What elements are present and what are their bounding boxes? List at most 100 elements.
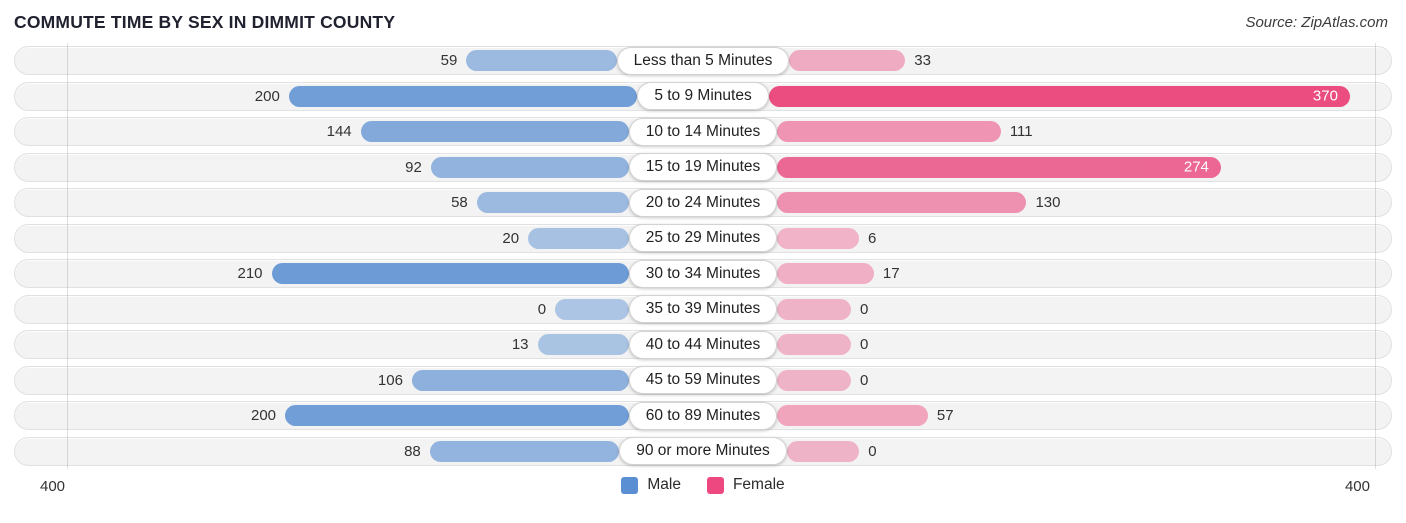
male-half: 210	[15, 263, 629, 284]
male-bar	[476, 192, 629, 213]
male-half: 13	[15, 334, 629, 355]
female-value-label: 0	[859, 336, 869, 353]
female-value-label: 57	[936, 407, 954, 424]
category-row: 210 30 to 34 Minutes 17	[14, 259, 1392, 288]
category-label: 5 to 9 Minutes	[637, 82, 769, 110]
male-value-label: 13	[511, 336, 529, 353]
female-value-label: 0	[859, 371, 869, 389]
female-bar	[789, 50, 906, 71]
male-value-label: 88	[404, 442, 421, 460]
chart-footer: 400 Male Female 400	[14, 472, 1392, 504]
female-half: 111	[777, 121, 1391, 142]
axis-label-right: 400	[1344, 478, 1370, 495]
male-half: 200	[15, 85, 638, 107]
female-bar: 370	[768, 85, 1350, 107]
male-value-label: 59	[440, 52, 458, 69]
female-value-label: 0	[868, 442, 877, 460]
category-label: 15 to 19 Minutes	[628, 153, 778, 181]
male-half: 88	[15, 440, 620, 462]
male-half: 58	[15, 192, 629, 213]
chart-title: COMMUTE TIME BY SEX IN DIMMIT COUNTY	[14, 12, 396, 32]
female-bar	[777, 121, 1001, 142]
female-legend-label: Female	[732, 476, 785, 493]
male-value-label: 0	[537, 300, 547, 318]
female-half: 57	[777, 405, 1391, 426]
axis-line-left	[67, 43, 68, 469]
source-attribution: Source: ZipAtlas.com	[1245, 14, 1388, 31]
female-half: 17	[777, 263, 1391, 284]
male-value-label: 20	[502, 229, 520, 247]
female-half: 0	[777, 334, 1391, 355]
male-bar	[528, 227, 629, 249]
male-value-label: 200	[254, 87, 280, 105]
legend-item-male: Male	[621, 476, 681, 494]
category-row: 13 40 to 44 Minutes 0	[14, 330, 1392, 359]
category-row: 200 5 to 9 Minutes 370	[14, 81, 1392, 111]
axis-label-left: 400	[40, 478, 66, 495]
category-label: 90 or more Minutes	[619, 437, 787, 465]
female-bar	[777, 334, 851, 355]
female-bar	[777, 227, 860, 249]
axis-line-right	[1375, 43, 1376, 469]
male-value-label: 144	[326, 123, 352, 140]
category-row: 0 35 to 39 Minutes 0	[14, 294, 1392, 324]
male-half: 200	[15, 405, 629, 426]
female-bar: 274	[777, 156, 1221, 178]
male-legend-swatch	[621, 476, 639, 494]
legend-item-female: Female	[706, 476, 785, 494]
category-label: Less than 5 Minutes	[616, 46, 790, 75]
female-half: 0	[786, 440, 1391, 462]
category-label: 35 to 39 Minutes	[628, 295, 778, 323]
female-bar	[777, 298, 851, 320]
category-label: 25 to 29 Minutes	[628, 224, 778, 252]
female-half: 6	[777, 227, 1391, 249]
male-half: 20	[15, 227, 629, 249]
category-row: 58 20 to 24 Minutes 130	[14, 188, 1392, 217]
male-bar	[555, 298, 629, 320]
male-bar	[429, 440, 620, 462]
female-value-label: 17	[882, 265, 900, 282]
category-row: 20 25 to 29 Minutes 6	[14, 223, 1392, 253]
male-value-label: 106	[377, 371, 403, 389]
category-label: 20 to 24 Minutes	[628, 188, 778, 217]
female-half: 274	[777, 156, 1391, 178]
male-bar	[285, 405, 629, 426]
female-value-label-inside: 274	[1183, 158, 1209, 176]
female-value-label: 111	[1009, 123, 1033, 140]
female-value-label: 0	[859, 300, 869, 318]
male-bar	[466, 50, 617, 71]
category-label: 30 to 34 Minutes	[628, 259, 778, 288]
male-value-label: 210	[237, 265, 263, 282]
chart-rows: 59 Less than 5 Minutes 33 200 5 to 9 Min…	[14, 46, 1392, 466]
category-label: 45 to 59 Minutes	[628, 366, 778, 394]
female-legend-swatch	[706, 476, 724, 494]
female-bar	[786, 440, 860, 462]
male-half: 0	[15, 298, 629, 320]
legend: Male Female	[14, 476, 1392, 494]
male-bar	[271, 263, 629, 284]
category-row: 200 60 to 89 Minutes 57	[14, 401, 1392, 430]
male-bar	[430, 156, 629, 178]
male-bar	[288, 85, 638, 107]
female-value-label: 33	[914, 52, 931, 69]
male-bar	[411, 369, 629, 391]
female-value-label: 130	[1035, 194, 1061, 211]
category-row: 59 Less than 5 Minutes 33	[14, 46, 1392, 75]
category-label: 40 to 44 Minutes	[628, 330, 778, 359]
male-legend-label: Male	[647, 476, 681, 493]
female-bar	[777, 192, 1027, 213]
female-bar	[777, 369, 851, 391]
female-half: 130	[777, 192, 1391, 213]
chart: 59 Less than 5 Minutes 33 200 5 to 9 Min…	[14, 43, 1392, 469]
category-row: 144 10 to 14 Minutes 111	[14, 117, 1392, 146]
female-value-label-inside: 370	[1312, 87, 1338, 105]
female-value-label: 6	[868, 229, 877, 247]
chart-header: COMMUTE TIME BY SEX IN DIMMIT COUNTY Sou…	[14, 10, 1392, 33]
female-bar	[777, 263, 874, 284]
male-half: 144	[15, 121, 629, 142]
male-value-label: 58	[451, 194, 468, 211]
male-half: 59	[15, 50, 617, 71]
category-label: 10 to 14 Minutes	[628, 117, 778, 146]
category-row: 88 90 or more Minutes 0	[14, 436, 1392, 466]
